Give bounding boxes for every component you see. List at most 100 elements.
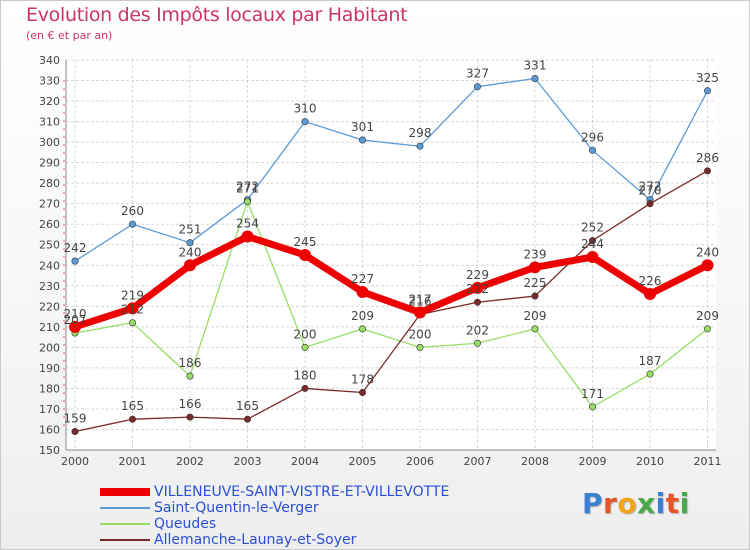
data-label-3: 180 <box>294 368 317 382</box>
data-point-2 <box>703 325 711 333</box>
legend-label: Allemanche-Launay-et-Soyer <box>154 532 357 548</box>
data-point-0 <box>299 249 311 261</box>
series-line-2 <box>74 200 709 408</box>
x-tick-label: 2006 <box>406 455 434 468</box>
x-tick-label: 2003 <box>234 455 262 468</box>
y-tick-label: 340 <box>39 54 60 67</box>
data-point-3 <box>244 415 252 423</box>
x-tick-label: 2009 <box>579 455 607 468</box>
data-point-3 <box>186 413 194 421</box>
data-label-1: 325 <box>696 71 719 85</box>
data-label-1: 260 <box>121 204 144 218</box>
data-label-3: 286 <box>696 151 719 165</box>
data-label-0: 254 <box>236 217 259 231</box>
y-tick-label: 160 <box>39 423 60 436</box>
data-point-2 <box>301 343 309 351</box>
x-tick-label: 2010 <box>636 455 664 468</box>
data-label-0: 226 <box>639 274 662 288</box>
data-point-2 <box>244 198 252 206</box>
data-label-3: 216 <box>409 295 432 309</box>
x-tick-label: 2007 <box>464 455 492 468</box>
logo-letter: o <box>617 487 638 520</box>
data-point-1 <box>473 83 481 91</box>
logo-letter: r <box>603 487 618 520</box>
data-label-0: 245 <box>294 235 317 249</box>
data-label-0: 240 <box>179 245 202 259</box>
data-label-1: 331 <box>524 58 547 72</box>
data-label-1: 301 <box>351 120 374 134</box>
data-point-0 <box>184 259 196 272</box>
data-label-1: 327 <box>466 67 489 81</box>
data-label-0: 217 <box>409 292 432 306</box>
data-point-0 <box>529 261 541 274</box>
data-point-3 <box>71 428 79 436</box>
data-point-1 <box>129 220 137 228</box>
data-label-3: 178 <box>351 373 374 387</box>
data-label-1: 272 <box>639 180 662 194</box>
y-tick-label: 300 <box>39 136 60 149</box>
data-label-1: 272 <box>236 180 259 194</box>
y-tick-label: 190 <box>39 362 60 375</box>
y-tick-label: 250 <box>39 239 60 252</box>
y-tick-label: 200 <box>39 341 60 354</box>
data-label-3: 165 <box>236 399 259 413</box>
data-label-3: 225 <box>524 276 547 290</box>
legend-label: Saint-Quentin-le-Verger <box>154 500 319 516</box>
data-label-3: 222 <box>466 282 489 296</box>
data-label-1: 251 <box>179 223 202 237</box>
data-point-1 <box>703 87 711 95</box>
data-label-1: 242 <box>64 241 87 255</box>
data-label-1: 298 <box>409 126 432 140</box>
data-label-2: 187 <box>639 354 662 368</box>
data-point-1 <box>301 118 309 126</box>
data-label-0: 210 <box>64 307 87 321</box>
data-point-3 <box>473 298 481 306</box>
x-tick-label: 2008 <box>521 455 549 468</box>
y-tick-label: 220 <box>39 300 60 313</box>
y-tick-label: 170 <box>39 403 60 416</box>
y-tick-label: 210 <box>39 321 60 334</box>
data-label-2: 209 <box>696 309 719 323</box>
data-label-0: 240 <box>696 245 719 259</box>
x-tick-label: 2004 <box>291 455 319 468</box>
x-tick-label: 2000 <box>61 455 89 468</box>
data-label-0: 227 <box>351 272 374 286</box>
data-label-2: 200 <box>409 327 432 341</box>
data-point-0 <box>586 251 599 264</box>
data-point-3 <box>646 200 654 208</box>
data-point-1 <box>416 142 424 150</box>
data-label-2: 186 <box>179 356 202 370</box>
data-label-2: 212 <box>121 303 144 317</box>
data-point-2 <box>588 403 596 411</box>
data-label-3: 159 <box>64 412 87 426</box>
data-label-3: 165 <box>121 399 144 413</box>
y-tick-label: 310 <box>39 116 60 129</box>
data-point-1 <box>588 146 596 154</box>
series-line-1 <box>74 77 709 262</box>
x-tick-label: 2002 <box>176 455 204 468</box>
data-point-3 <box>358 389 366 397</box>
chart-subtitle: (en € et par an) <box>26 29 113 42</box>
data-label-2: 171 <box>581 387 604 401</box>
y-tick-label: 280 <box>39 177 60 190</box>
data-point-0 <box>241 230 254 243</box>
data-point-1 <box>531 74 539 82</box>
data-label-3: 270 <box>639 184 662 198</box>
data-point-2 <box>473 339 481 347</box>
plot-area <box>66 60 716 450</box>
y-tick-label: 150 <box>39 444 60 457</box>
legend-swatch <box>100 488 150 496</box>
data-point-2 <box>531 325 539 333</box>
logo-letter: t <box>665 487 680 520</box>
y-tick-label: 240 <box>39 259 60 272</box>
y-tick-label: 260 <box>39 218 60 231</box>
y-tick-label: 180 <box>39 382 60 395</box>
data-point-2 <box>646 370 654 378</box>
data-label-2: 271 <box>236 182 259 196</box>
data-label-0: 219 <box>121 288 144 302</box>
data-label-2: 200 <box>294 327 317 341</box>
data-point-3 <box>531 292 539 300</box>
data-point-0 <box>471 281 484 294</box>
data-label-0: 244 <box>581 237 604 251</box>
